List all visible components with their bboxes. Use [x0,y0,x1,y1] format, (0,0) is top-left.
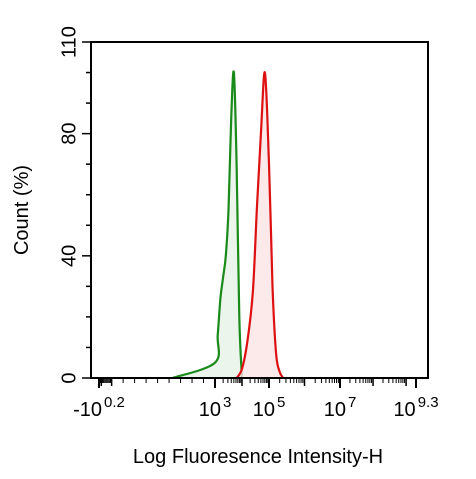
x-tick-label: 10 7 [324,394,357,421]
y-tick-label: 40 [58,245,80,267]
series-0-line [172,70,244,380]
x-tick-label: -10 0.2 [73,394,125,421]
y-axis: 0 40 80 110 [58,26,91,384]
y-tick-label: 0 [58,372,80,383]
series-1-area [236,72,284,379]
x-axis: -10 0.2 10 3 10 5 10 7 10 9.3 [73,378,439,421]
series-0-area [172,71,242,379]
x-tick-label: 10 5 [253,394,286,421]
y-axis-title: Count (%) [11,165,33,255]
x-tick-label: 10 3 [199,394,232,421]
y-tick-label: 80 [58,123,80,145]
plot-frame [90,41,429,379]
y-tick-label: 110 [58,26,80,58]
series-1-line [235,71,285,379]
x-tick-label: 10 9.3 [393,394,438,421]
x-axis-title: Log Fluoresence Intensity-H [133,446,383,468]
